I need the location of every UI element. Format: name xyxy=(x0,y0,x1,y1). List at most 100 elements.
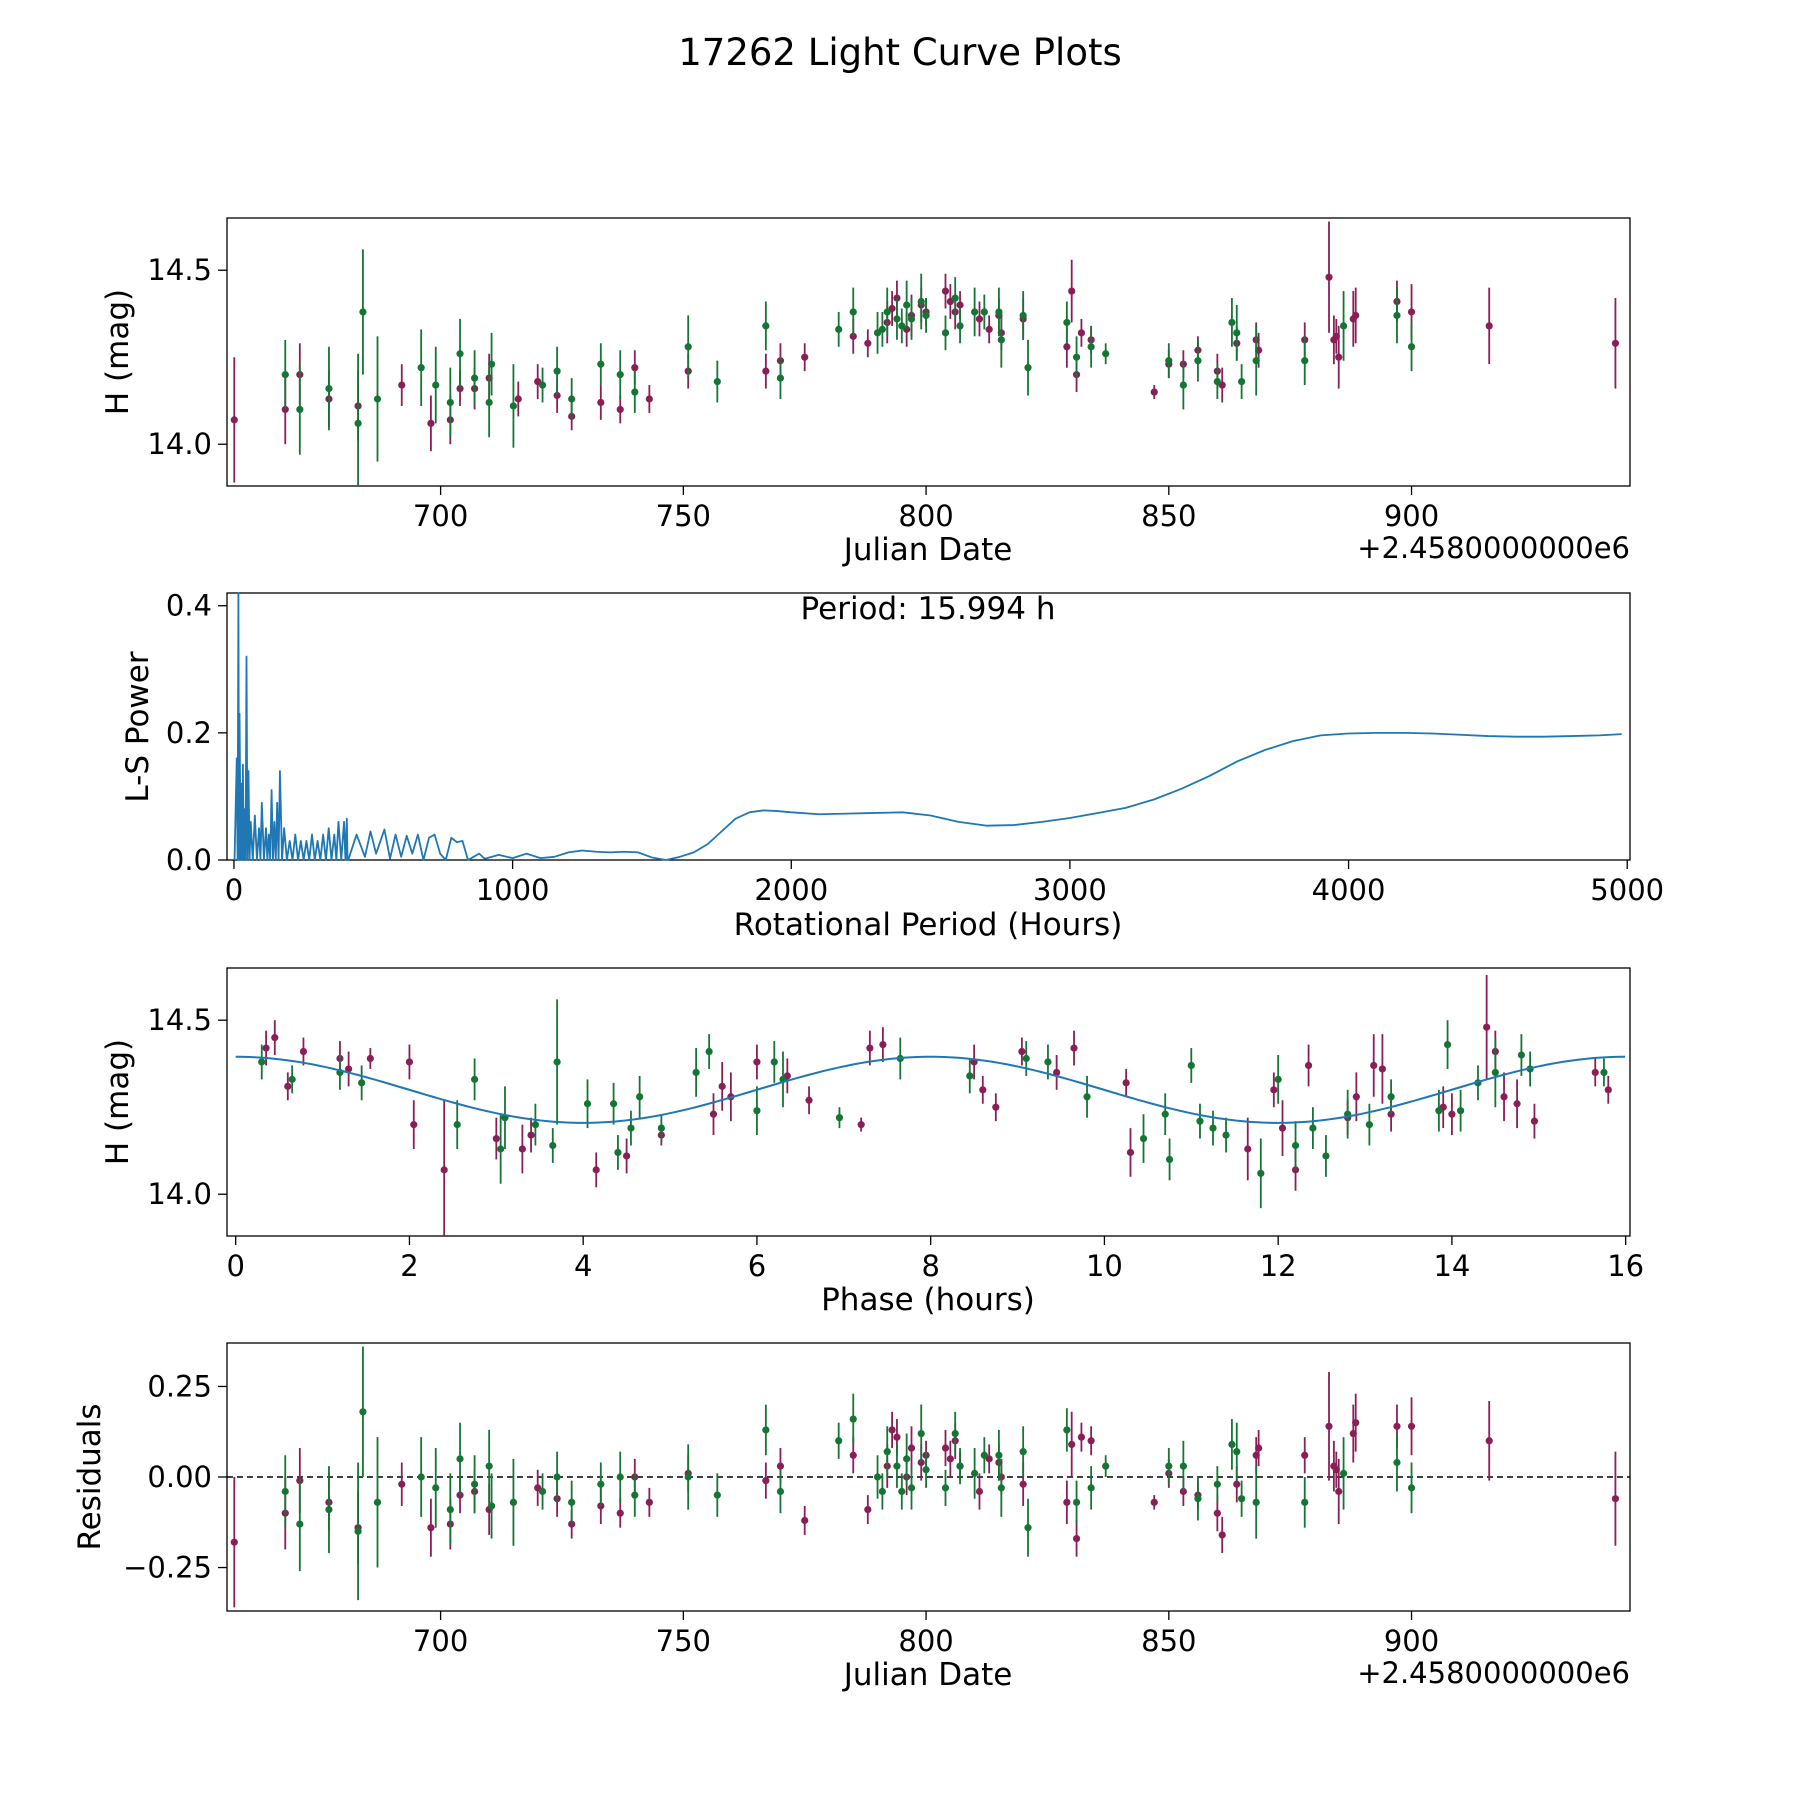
phased-curve-magenta-point xyxy=(623,1152,631,1160)
phased-curve-green-point xyxy=(835,1114,844,1122)
light-curve-magenta-point xyxy=(427,419,435,427)
phased-curve-green-point xyxy=(1209,1124,1217,1132)
light-curve-magenta-point xyxy=(762,367,770,375)
residuals-green-point xyxy=(1252,1498,1260,1506)
residuals-ylabel: Residuals xyxy=(72,1403,108,1550)
phased-curve-magenta-point xyxy=(527,1131,535,1139)
light-curve-green-point xyxy=(922,311,930,320)
light-curve-green-point xyxy=(1393,311,1401,320)
phased-curve-green-point xyxy=(609,1100,618,1108)
residuals-green-point xyxy=(1063,1426,1071,1434)
light-curve-green-point xyxy=(956,322,964,330)
phased-curve-magenta-point xyxy=(1278,1124,1287,1132)
periodogram-ylabel: L-S Power xyxy=(120,651,156,802)
residuals-green-point xyxy=(417,1473,425,1481)
phased-curve-ytick-label: 14.5 xyxy=(147,1003,212,1037)
light-curve-magenta-point xyxy=(1352,311,1360,320)
residuals-green-point xyxy=(873,1473,882,1481)
phased-curve-magenta-point xyxy=(1304,1061,1313,1070)
light-curve-green-point xyxy=(917,297,925,306)
phased-curve-green-point xyxy=(1443,1040,1452,1049)
periodogram-xlabel: Rotational Period (Hours) xyxy=(734,907,1123,943)
residuals-magenta-point xyxy=(1233,1480,1241,1488)
phased-curve-magenta-point xyxy=(271,1034,279,1042)
light-curve-green-point xyxy=(1228,318,1236,327)
light-curve-green-point xyxy=(446,398,454,407)
residuals-green-point xyxy=(373,1498,382,1506)
residuals-panel: 700 750 800 850 900 −0.25 0.00 0.25 Julian Date… xyxy=(72,1342,1631,1693)
residuals-magenta-point xyxy=(1087,1437,1095,1445)
light-curve-magenta-point xyxy=(230,416,238,424)
periodogram-marks xyxy=(233,592,1622,861)
residuals-magenta-point xyxy=(1072,1534,1081,1543)
residuals-marks xyxy=(227,1346,1630,1608)
residuals-magenta-point xyxy=(1485,1437,1493,1445)
light-curve-magenta-point xyxy=(398,381,406,389)
residuals-green-point xyxy=(898,1487,906,1496)
light-curve-green-point xyxy=(432,381,440,389)
residuals-magenta-point xyxy=(776,1462,785,1470)
phased-curve-magenta-point xyxy=(518,1145,526,1153)
residuals-green-point xyxy=(446,1505,454,1514)
light-curve-magenta-point xyxy=(1077,329,1086,337)
phased-curve-green-point xyxy=(1274,1075,1282,1083)
phased-curve-green-point xyxy=(453,1121,461,1129)
light-curve-magenta-point xyxy=(631,364,639,372)
light-curve-green-point xyxy=(1194,357,1202,365)
light-curve-green-point xyxy=(538,381,547,389)
phased-curve-green-point xyxy=(657,1124,665,1132)
phased-curve-xtick-label: 14 xyxy=(1433,1249,1470,1283)
phased-curve-green-point xyxy=(614,1148,622,1157)
light-curve-ticks: 700 750 800 850 900 14.0 14.5 xyxy=(147,253,1439,533)
light-curve-green-point xyxy=(980,308,988,316)
residuals-green-point xyxy=(922,1466,930,1474)
residuals-magenta-point xyxy=(975,1487,984,1496)
phased-curve-ytick-label: 14.0 xyxy=(147,1177,212,1211)
phased-curve-magenta-point xyxy=(718,1082,726,1090)
residuals-green-point xyxy=(1233,1448,1241,1456)
residuals-ytick-label: −0.25 xyxy=(123,1551,212,1585)
light-curve-green-point xyxy=(1063,318,1071,327)
phased-curve-green-point xyxy=(770,1058,778,1066)
light-curve-xtick-label: 700 xyxy=(413,499,468,533)
periodogram-frame xyxy=(226,592,1631,861)
residuals-green-point xyxy=(359,1408,367,1416)
phased-curve-panel: 0 2 4 6 8 10 12 14 16 14.0 14.5 Phase (hours) H (m… xyxy=(100,967,1644,1318)
light-curve-green-point xyxy=(997,336,1005,344)
phased-curve-magenta-point xyxy=(1378,1065,1387,1073)
light-curve-green-point xyxy=(1213,377,1221,386)
residuals-green-point xyxy=(487,1502,496,1510)
light-curve-green-point xyxy=(883,308,891,316)
phased-curve-magenta-point xyxy=(1604,1086,1612,1094)
periodogram-xtick-label: 2000 xyxy=(754,873,828,907)
light-curve-green-point xyxy=(951,294,959,302)
residuals-green-point xyxy=(980,1451,988,1459)
light-curve-green-point xyxy=(1165,357,1173,365)
phased-curve-green-point xyxy=(1456,1107,1465,1115)
light-curve-green-point xyxy=(354,419,362,427)
light-curve-offset-text: +2.4580000000e6 xyxy=(1357,531,1630,565)
light-curve-magenta-point xyxy=(941,287,950,295)
light-curve-magenta-point xyxy=(597,398,605,407)
light-curve-magenta-point xyxy=(1150,388,1158,396)
phased-curve-xtick-label: 6 xyxy=(748,1249,766,1283)
phased-curve-green-point xyxy=(636,1093,644,1101)
phased-curve-green-point xyxy=(1517,1051,1526,1059)
light-curve-green-point xyxy=(281,371,289,379)
light-curve-xtick-label: 850 xyxy=(1141,499,1196,533)
residuals-magenta-point xyxy=(398,1480,406,1488)
phased-curve-frame xyxy=(226,967,1631,1237)
residuals-ytick-label: 0.00 xyxy=(147,1460,212,1494)
residuals-green-point xyxy=(907,1484,916,1492)
phased-curve-magenta-point xyxy=(1448,1110,1456,1118)
light-curve-xtick-label: 900 xyxy=(1384,499,1439,533)
phased-curve-magenta-point xyxy=(805,1096,813,1104)
light-curve-xtick-label: 750 xyxy=(656,499,711,533)
residuals-green-point xyxy=(762,1426,770,1434)
phased-curve-magenta-point xyxy=(1352,1093,1360,1101)
periodogram-power-curve xyxy=(233,592,1622,861)
residuals-magenta-point xyxy=(864,1505,872,1514)
residuals-green-point xyxy=(538,1487,547,1496)
phased-curve-magenta-point xyxy=(1500,1093,1508,1101)
phased-curve-magenta-point xyxy=(366,1054,374,1063)
